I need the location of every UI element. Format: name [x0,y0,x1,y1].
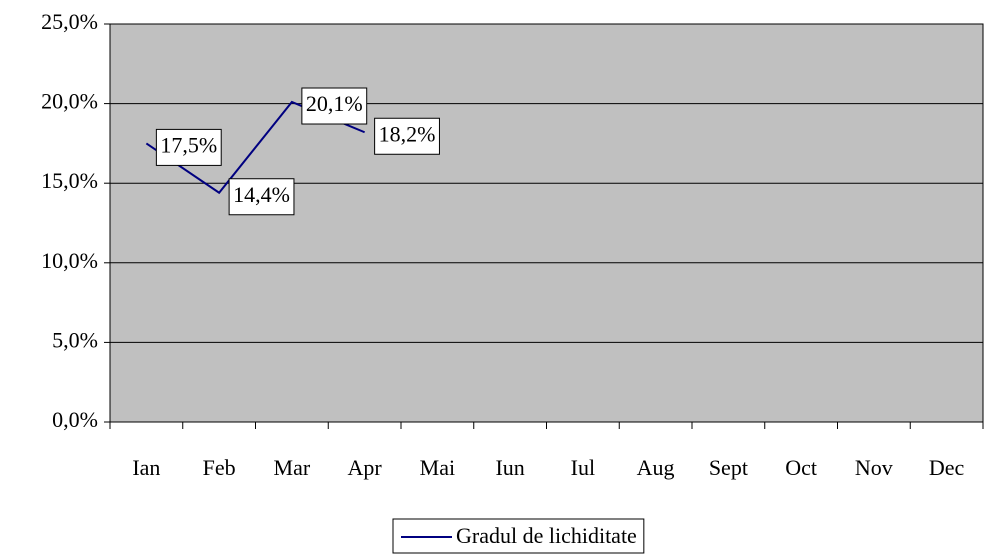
data-label-box [374,117,440,155]
x-tick-label: Ian [132,455,160,480]
x-tick-label: Mar [274,455,311,480]
legend-label: Gradul de lichiditate [456,523,637,548]
data-label: 20,1% [301,87,368,125]
data-label-text: 17,5% [160,132,217,157]
x-tick-label: Feb [203,455,236,480]
x-tick-label: Nov [855,455,893,480]
x-tick-label: Iun [495,455,524,480]
data-label-box [155,128,222,166]
x-tick-label: Dec [929,455,965,480]
y-tick-label: 25,0% [41,9,98,34]
x-tick-label: Iul [571,455,595,480]
x-tick-label: Apr [348,455,383,480]
y-tick-label: 20,0% [41,89,98,114]
data-label-text: 14,4% [233,182,290,207]
data-label-box [301,87,368,125]
data-label: 17,5% [155,128,222,166]
y-tick-label: 0,0% [52,407,98,432]
x-tick-label: Sept [709,455,748,480]
x-tick-label: Oct [785,455,817,480]
data-label-text: 18,2% [379,121,436,146]
data-label: 18,2% [374,117,440,155]
data-label-text: 20,1% [306,91,363,116]
data-label-box [228,178,295,216]
y-tick-label: 10,0% [41,248,98,273]
data-label: 14,4% [228,178,295,216]
y-tick-label: 5,0% [52,327,98,352]
y-tick-label: 15,0% [41,168,98,193]
plot-area [109,23,984,423]
x-tick-label: Mai [420,455,455,480]
x-tick-label: Aug [637,455,675,480]
